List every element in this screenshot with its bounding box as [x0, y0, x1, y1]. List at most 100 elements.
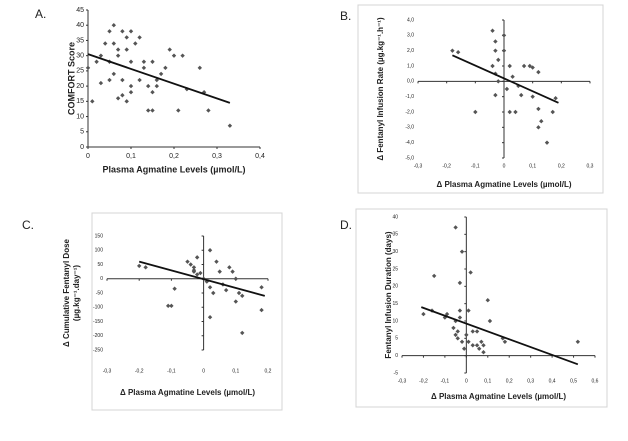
- data-point: [519, 92, 524, 98]
- data-point: [474, 329, 480, 334]
- panel-border: [355, 208, 608, 408]
- y-tick-label: 40: [392, 214, 398, 220]
- data-point: [128, 90, 134, 95]
- data-point: [128, 83, 134, 89]
- data-point: [90, 99, 95, 104]
- data-point: [539, 119, 544, 124]
- data-point: [504, 86, 510, 92]
- x-tick-label: -0,2: [442, 163, 451, 169]
- x-tick-label: 0: [503, 163, 506, 169]
- data-point: [468, 270, 473, 275]
- data-point: [141, 59, 147, 64]
- y-tick-label: -50: [96, 290, 103, 296]
- x-tick-label: 0: [86, 153, 90, 160]
- data-point: [474, 343, 480, 348]
- x-tick-label: 0,2: [265, 368, 272, 374]
- x-tick-label: 0,1: [484, 378, 491, 384]
- x-tick-label: 0,2: [506, 378, 513, 384]
- data-point: [111, 71, 116, 77]
- data-point: [510, 74, 515, 79]
- data-point: [137, 77, 142, 83]
- data-point: [470, 329, 475, 334]
- data-point: [169, 303, 174, 309]
- x-tick-label: 0,2: [169, 153, 179, 160]
- data-point: [171, 53, 177, 58]
- data-point: [457, 308, 463, 313]
- data-point: [172, 286, 177, 291]
- data-point: [259, 307, 264, 313]
- data-point: [496, 79, 501, 84]
- data-point: [143, 265, 148, 270]
- y-tick-label: 1,0: [407, 63, 414, 69]
- data-point: [207, 315, 213, 320]
- data-point: [536, 69, 541, 75]
- data-point: [194, 255, 200, 260]
- x-tick-label: -0,1: [441, 378, 450, 384]
- data-point: [107, 29, 112, 34]
- y-tick-label: -100: [93, 305, 103, 311]
- data-point: [115, 96, 121, 101]
- data-point: [431, 273, 437, 279]
- data-point: [444, 311, 450, 317]
- x-axis-title: Δ Plasma Agmatine Levels (µmol/L): [437, 180, 572, 189]
- y-tick-label: 45: [76, 7, 84, 14]
- data-point: [470, 343, 475, 348]
- panel-border: [357, 4, 604, 194]
- x-axis-title: Δ Plasma Agmatine Levels (µmol/L): [120, 388, 255, 397]
- y-tick-label: 35: [76, 37, 84, 44]
- data-point: [201, 90, 207, 95]
- data-point: [154, 83, 159, 89]
- data-point: [194, 272, 200, 277]
- data-point: [146, 83, 151, 89]
- y-tick-label: 15: [392, 301, 398, 307]
- x-tick-label: 0,5: [570, 378, 577, 384]
- data-point: [453, 332, 458, 338]
- data-point: [128, 59, 134, 64]
- data-point: [141, 65, 147, 71]
- data-point: [217, 269, 222, 274]
- data-point: [451, 325, 456, 331]
- data-point: [487, 318, 493, 324]
- data-point: [197, 65, 202, 71]
- trend-line: [87, 53, 231, 104]
- y-tick-label: 10: [392, 318, 398, 324]
- x-tick-label: 0,1: [529, 163, 536, 169]
- data-point: [150, 90, 155, 95]
- data-point: [457, 315, 463, 320]
- data-point: [137, 263, 142, 269]
- y-tick-label: 40: [76, 22, 84, 29]
- data-point: [167, 47, 172, 52]
- data-point: [158, 71, 164, 77]
- y-tick-label: 25: [392, 266, 398, 272]
- data-point: [457, 280, 463, 286]
- y-tick-label: 10: [76, 113, 84, 120]
- y-tick-label: 5: [395, 336, 398, 342]
- data-point: [98, 53, 104, 58]
- y-tick-label: -3,0: [405, 125, 414, 131]
- y-tick-label: -4,0: [405, 140, 414, 146]
- x-tick-label: 0,1: [126, 153, 136, 160]
- x-tick-label: 0,1: [232, 368, 239, 374]
- panel: B. -0,3 -0,2 -0,1 0 0,1 0,2 0,3 4,0 3,0 2,0 1,0 0,0 -…: [340, 4, 604, 194]
- x-tick-label: 0,3: [587, 163, 594, 169]
- y-tick-label: 35: [392, 232, 398, 238]
- data-point: [191, 268, 197, 273]
- data-point: [550, 109, 555, 115]
- x-tick-label: -0,3: [398, 378, 407, 384]
- x-axis-title: Plasma Agmatine Levels (µmol/L): [103, 164, 246, 174]
- data-point: [124, 47, 129, 52]
- x-tick-label: -0,3: [414, 163, 423, 169]
- x-tick-label: 0,6: [592, 378, 599, 384]
- y-tick-label: 30: [392, 249, 398, 255]
- y-tick-label: 0: [100, 276, 103, 282]
- data-point: [107, 77, 112, 83]
- x-tick-label: 0,4: [255, 153, 265, 160]
- y-tick-label: 5: [80, 129, 84, 136]
- data-point: [227, 123, 233, 128]
- x-tick-label: -0,3: [103, 368, 112, 374]
- panel-border: [91, 212, 283, 411]
- data-point: [133, 41, 138, 46]
- panel-label: C.: [22, 218, 34, 232]
- data-point: [150, 59, 155, 64]
